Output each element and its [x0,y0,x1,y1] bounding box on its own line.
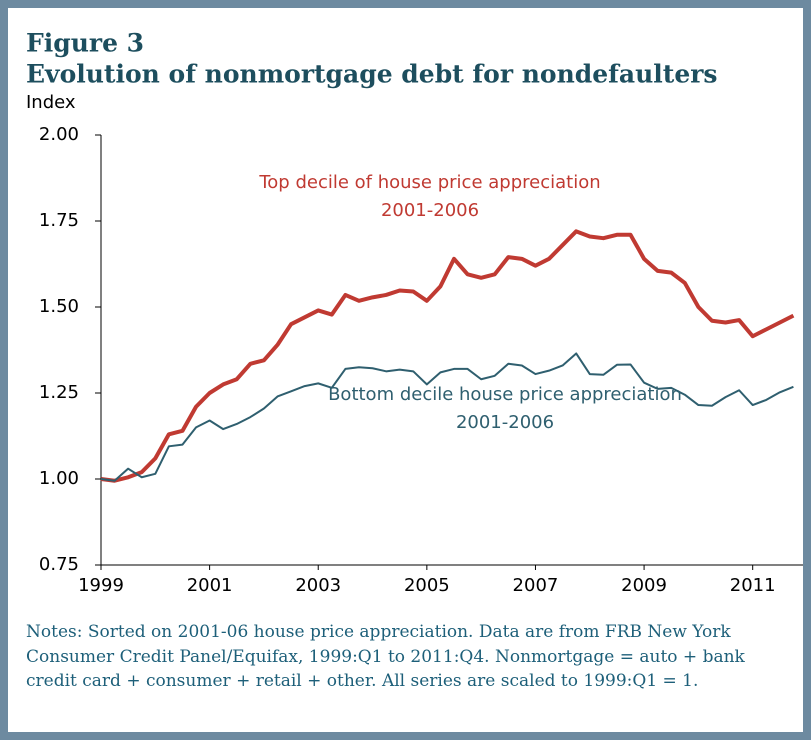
y-tick-label: 1.25 [39,382,79,403]
series-annotation: 2001-2006 [381,200,479,221]
notes: Notes: Sorted on 2001-06 house price app… [26,622,745,691]
y-tick-label: 1.50 [39,296,79,317]
series-annotation: Top decile of house price appreciation [258,172,600,193]
y-tick-label: 1.75 [39,210,79,231]
x-tick-label: 2009 [621,575,667,596]
series-annotation: 2001-2006 [456,412,554,433]
y-axis-label: Index [26,92,76,113]
x-tick-label: 2001 [187,575,233,596]
series-annotation: Bottom decile house price appreciation [328,384,682,405]
x-tick-label: 2011 [730,575,776,596]
y-tick-label: 2.00 [39,124,79,145]
chart-subtitle: Evolution of nonmortgage debt for nondef… [26,60,717,89]
series-line [100,352,794,482]
x-tick-label: 2005 [404,575,450,596]
chart-title: Figure 3 [26,29,144,58]
x-tick-label: 2003 [295,575,341,596]
y-tick-label: 0.75 [39,554,79,575]
x-tick-label: 1999 [78,575,124,596]
y-tick-label: 1.00 [39,468,79,489]
series-line [100,229,795,483]
x-tick-label: 2007 [513,575,559,596]
